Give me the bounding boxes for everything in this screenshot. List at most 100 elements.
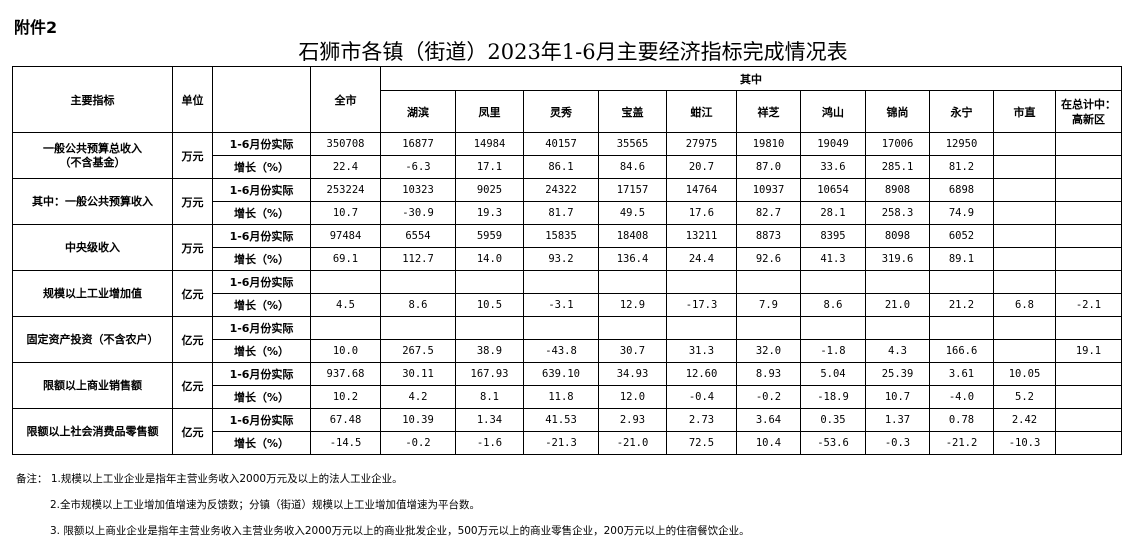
cell-growth: -4.0 xyxy=(929,385,994,409)
cell-actual xyxy=(1055,270,1122,294)
cell-growth: -0.2 xyxy=(736,385,801,409)
row-indicator: 中央级收入 xyxy=(12,224,173,271)
cell-actual xyxy=(800,270,866,294)
row-unit: 亿元 xyxy=(172,362,213,409)
cell-growth: 86.1 xyxy=(523,155,599,179)
cell-actual xyxy=(666,316,737,340)
cell-actual xyxy=(865,316,930,340)
header-town: 宝盖 xyxy=(598,90,667,133)
cell-actual: 10937 xyxy=(736,178,801,202)
row-growth-label: 增长（%） xyxy=(212,385,311,409)
row-indicator: 一般公共预算总收入 （不含基金） xyxy=(12,132,173,179)
cell-growth: 21.0 xyxy=(865,293,930,317)
cell-growth: 22.4 xyxy=(310,155,381,179)
cell-growth: 8.1 xyxy=(455,385,524,409)
cell-growth: -18.9 xyxy=(800,385,866,409)
cell-growth: 89.1 xyxy=(929,247,994,271)
cell-actual: 12.60 xyxy=(666,362,737,386)
cell-growth: 319.6 xyxy=(865,247,930,271)
cell-actual: 16877 xyxy=(380,132,456,156)
cell-growth xyxy=(993,339,1056,363)
indicator-table: 主要指标 单位 全市 其中 湖滨 凤里 灵秀 宝盖 蚶江 祥芝 鸿山 锦尚 永宁… xyxy=(12,66,1122,455)
footnotes: 备注： 1.规模以上工业企业是指年主营业务收入2000万元及以上的法人工业企业。… xyxy=(16,466,750,544)
cell-actual xyxy=(993,132,1056,156)
cell-growth: 87.0 xyxy=(736,155,801,179)
cell-actual: 35565 xyxy=(598,132,667,156)
cell-actual: 1.34 xyxy=(455,408,524,432)
cell-growth: 285.1 xyxy=(865,155,930,179)
cell-actual: 10.39 xyxy=(380,408,456,432)
cell-actual xyxy=(598,316,667,340)
cell-actual: 27975 xyxy=(666,132,737,156)
cell-actual xyxy=(380,270,456,294)
row-actual-label: 1-6月份实际 xyxy=(212,408,311,432)
cell-actual: 19049 xyxy=(800,132,866,156)
row-unit: 万元 xyxy=(172,224,213,271)
row-indicator: 限额以上商业销售额 xyxy=(12,362,173,409)
cell-growth: 19.3 xyxy=(455,201,524,225)
cell-growth: 72.5 xyxy=(666,431,737,455)
cell-actual: 2.93 xyxy=(598,408,667,432)
header-town: 市直 xyxy=(993,90,1056,133)
cell-actual: 937.68 xyxy=(310,362,381,386)
row-actual-label: 1-6月份实际 xyxy=(212,316,311,340)
cell-growth: 17.1 xyxy=(455,155,524,179)
row-actual-label: 1-6月份实际 xyxy=(212,270,311,294)
cell-actual: 19810 xyxy=(736,132,801,156)
cell-actual: 350708 xyxy=(310,132,381,156)
cell-growth xyxy=(1055,431,1122,455)
row-growth-label: 增长（%） xyxy=(212,339,311,363)
cell-growth: 41.3 xyxy=(800,247,866,271)
cell-growth: 32.0 xyxy=(736,339,801,363)
cell-actual: 13211 xyxy=(666,224,737,248)
cell-growth: 267.5 xyxy=(380,339,456,363)
header-group: 其中 xyxy=(380,66,1122,91)
cell-actual: 8.93 xyxy=(736,362,801,386)
cell-growth: 4.2 xyxy=(380,385,456,409)
cell-growth: 28.1 xyxy=(800,201,866,225)
cell-growth: -21.3 xyxy=(523,431,599,455)
row-actual-label: 1-6月份实际 xyxy=(212,178,311,202)
cell-growth: 258.3 xyxy=(865,201,930,225)
cell-growth: 12.9 xyxy=(598,293,667,317)
cell-actual xyxy=(455,316,524,340)
row-growth-label: 增长（%） xyxy=(212,201,311,225)
cell-actual: 30.11 xyxy=(380,362,456,386)
cell-actual: 0.78 xyxy=(929,408,994,432)
cell-growth: -0.3 xyxy=(865,431,930,455)
cell-actual: 5959 xyxy=(455,224,524,248)
cell-growth: 10.0 xyxy=(310,339,381,363)
cell-growth: 92.6 xyxy=(736,247,801,271)
cell-actual: 18408 xyxy=(598,224,667,248)
cell-growth: 7.9 xyxy=(736,293,801,317)
cell-actual: 5.04 xyxy=(800,362,866,386)
cell-growth: -30.9 xyxy=(380,201,456,225)
cell-growth: -0.2 xyxy=(380,431,456,455)
cell-actual: 17157 xyxy=(598,178,667,202)
cell-actual xyxy=(1055,408,1122,432)
cell-growth: 82.7 xyxy=(736,201,801,225)
row-indicator: 固定资产投资（不含农户） xyxy=(12,316,173,363)
header-total: 全市 xyxy=(310,66,381,133)
cell-growth: 10.7 xyxy=(310,201,381,225)
cell-actual xyxy=(1055,224,1122,248)
cell-actual: 9025 xyxy=(455,178,524,202)
cell-growth: -21.0 xyxy=(598,431,667,455)
cell-actual: 12950 xyxy=(929,132,994,156)
row-actual-label: 1-6月份实际 xyxy=(212,362,311,386)
cell-actual xyxy=(993,316,1056,340)
cell-actual xyxy=(523,270,599,294)
cell-actual: 6554 xyxy=(380,224,456,248)
row-indicator: 限额以上社会消费品零售额 xyxy=(12,408,173,455)
cell-actual: 8395 xyxy=(800,224,866,248)
page-title: 石狮市各镇（街道）2023年1-6月主要经济指标完成情况表 xyxy=(298,40,848,64)
header-town: 湖滨 xyxy=(380,90,456,133)
cell-growth: 8.6 xyxy=(380,293,456,317)
cell-actual xyxy=(993,224,1056,248)
row-growth-label: 增长（%） xyxy=(212,155,311,179)
cell-growth xyxy=(1055,247,1122,271)
cell-actual xyxy=(1055,132,1122,156)
cell-growth: 81.2 xyxy=(929,155,994,179)
cell-growth: 38.9 xyxy=(455,339,524,363)
cell-actual: 41.53 xyxy=(523,408,599,432)
